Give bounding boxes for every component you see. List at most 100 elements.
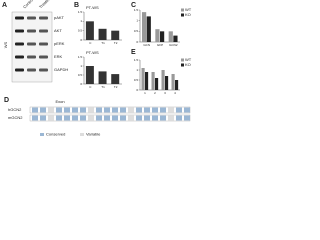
alignment-title: Exon bbox=[55, 99, 64, 104]
bar bbox=[171, 74, 175, 90]
seq-block bbox=[112, 115, 118, 121]
bar bbox=[111, 74, 120, 84]
y-tick-label: 1 bbox=[136, 18, 138, 22]
bar bbox=[161, 70, 165, 90]
bar bbox=[141, 68, 145, 90]
seq-block bbox=[72, 107, 78, 113]
seq-block bbox=[128, 115, 134, 121]
legend-label: KO bbox=[185, 62, 191, 67]
x-tick-label: 2 bbox=[154, 91, 156, 95]
seq-block bbox=[104, 107, 110, 113]
seq-block bbox=[184, 115, 190, 121]
band bbox=[27, 16, 36, 20]
band bbox=[15, 55, 24, 59]
x-tick-label: T2 bbox=[114, 85, 118, 89]
legend-swatch bbox=[40, 133, 44, 136]
y-tick-label: 0 bbox=[136, 40, 138, 44]
legend-label: Conserved bbox=[46, 132, 65, 137]
bar bbox=[155, 29, 160, 42]
bar bbox=[160, 31, 165, 42]
panel-label: E bbox=[131, 49, 136, 56]
seq-block bbox=[88, 115, 94, 121]
seq-block bbox=[152, 107, 158, 113]
band bbox=[39, 68, 48, 72]
panel-label: A bbox=[2, 2, 7, 9]
figure: A B C E D WS Exon Control Treated pAKT AKT p… bbox=[2, 0, 192, 137]
x-tick-label: 1 bbox=[144, 91, 146, 95]
legend-swatch bbox=[181, 58, 184, 62]
y-tick-label: 0.5 bbox=[78, 73, 83, 77]
seq-block bbox=[144, 107, 150, 113]
seq-block bbox=[104, 115, 110, 121]
bar bbox=[168, 31, 173, 42]
band bbox=[15, 42, 24, 46]
seq-block bbox=[120, 115, 126, 121]
seq-block bbox=[80, 115, 86, 121]
seq-block bbox=[40, 115, 46, 121]
y-tick-label: 0.5 bbox=[134, 29, 139, 33]
legend-label: Variable bbox=[86, 132, 101, 137]
y-tick-label: 0 bbox=[136, 88, 138, 92]
seq-block bbox=[40, 107, 46, 113]
y-tick-label: 1.5 bbox=[78, 55, 83, 59]
y-tick-label: 1.5 bbox=[134, 8, 139, 12]
y-tick-label: 1.5 bbox=[134, 58, 139, 62]
bar bbox=[155, 78, 159, 90]
bar bbox=[146, 16, 151, 42]
x-tick-label: T1 bbox=[101, 41, 105, 45]
band bbox=[15, 29, 24, 33]
legend-swatch bbox=[181, 63, 184, 67]
seq-block bbox=[32, 107, 38, 113]
y-tick-label: 1 bbox=[80, 19, 82, 23]
band bbox=[27, 55, 36, 59]
seq-block bbox=[136, 107, 142, 113]
bar bbox=[165, 76, 169, 90]
x-tick-label: C bbox=[89, 85, 92, 89]
seq-block bbox=[160, 107, 166, 113]
seq-block bbox=[112, 107, 118, 113]
seq-block bbox=[64, 115, 70, 121]
band bbox=[39, 29, 48, 33]
seq-block bbox=[176, 115, 182, 121]
panel-label: B bbox=[74, 2, 79, 9]
x-tick-label: GCN2 bbox=[169, 43, 178, 47]
lane-label: Control bbox=[22, 0, 35, 9]
seq-block bbox=[120, 107, 126, 113]
seq-block bbox=[48, 107, 54, 113]
band bbox=[27, 42, 36, 46]
bar bbox=[85, 66, 94, 84]
band-label: pERK bbox=[54, 41, 65, 46]
band bbox=[27, 68, 36, 72]
seq-block bbox=[48, 115, 54, 121]
seq-block bbox=[136, 115, 142, 121]
x-tick-label: 4 bbox=[174, 91, 176, 95]
bar bbox=[175, 80, 179, 90]
seq-block bbox=[96, 107, 102, 113]
y-tick-label: 1.5 bbox=[78, 10, 83, 14]
x-tick-label: 3 bbox=[164, 91, 166, 95]
x-tick-label: GFP bbox=[157, 43, 163, 47]
legend-label: KO bbox=[185, 12, 191, 17]
chart-title: PT-WS bbox=[86, 50, 99, 55]
band-label: pAKT bbox=[54, 15, 65, 20]
bar bbox=[173, 35, 178, 42]
band-label: AKT bbox=[54, 28, 62, 33]
band bbox=[27, 29, 36, 33]
band-label: GAPDH bbox=[54, 67, 68, 72]
legend-label: WT bbox=[185, 57, 192, 62]
seq-block bbox=[96, 115, 102, 121]
band bbox=[39, 16, 48, 20]
legend-swatch bbox=[181, 13, 184, 17]
bar bbox=[98, 71, 107, 84]
seq-block bbox=[184, 107, 190, 113]
band-label: ERK bbox=[54, 54, 63, 59]
y-tick-label: 1 bbox=[80, 64, 82, 68]
seq-block bbox=[88, 107, 94, 113]
band bbox=[39, 42, 48, 46]
y-tick-label: 1 bbox=[136, 68, 138, 72]
seq-block bbox=[144, 115, 150, 121]
lane-label: Treated bbox=[38, 0, 51, 9]
blot-side: WS bbox=[3, 41, 8, 48]
bar bbox=[151, 72, 155, 90]
seq-block bbox=[80, 107, 86, 113]
